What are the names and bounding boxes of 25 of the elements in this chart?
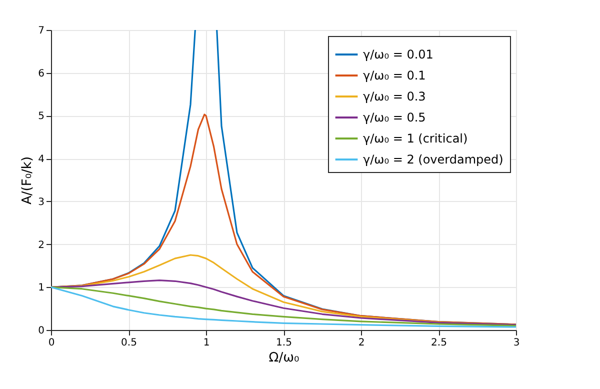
x-axis-title: Ω/ω₀ [268, 350, 300, 366]
x-tick-label: 1.5 [276, 338, 292, 348]
legend-label: γ/ω₀ = 0.3 [363, 90, 426, 104]
x-tick-label: 2 [358, 338, 365, 348]
legend-label: γ/ω₀ = 0.5 [363, 110, 426, 124]
y-tick-label: 2 [38, 240, 44, 251]
line-series [51, 279, 516, 326]
y-tick-label: 5 [38, 111, 44, 122]
line-series [51, 114, 516, 326]
legend-label: γ/ω₀ = 2 (overdamped) [363, 152, 504, 166]
y-tick-label: 7 [38, 26, 44, 36]
legend-label: γ/ω₀ = 0.01 [363, 48, 434, 62]
y-tick-label: 0 [38, 326, 44, 336]
y-tick-label: 3 [38, 196, 44, 208]
y-axis-title: A/(F₀/k) [20, 156, 36, 205]
x-tick-label: 0.5 [121, 338, 137, 348]
legend-label: γ/ω₀ = 1 (critical) [363, 132, 468, 146]
y-tick-label: 1 [38, 282, 44, 294]
y-tick-label: 4 [38, 154, 44, 166]
x-tick-label: 0 [48, 338, 55, 348]
x-tick-label: 3 [513, 338, 520, 348]
y-tick-label: 6 [38, 68, 44, 80]
x-tick-label: 2.5 [431, 338, 447, 348]
x-tick-label: 1 [203, 338, 210, 348]
legend-label: γ/ω₀ = 0.1 [363, 68, 426, 82]
